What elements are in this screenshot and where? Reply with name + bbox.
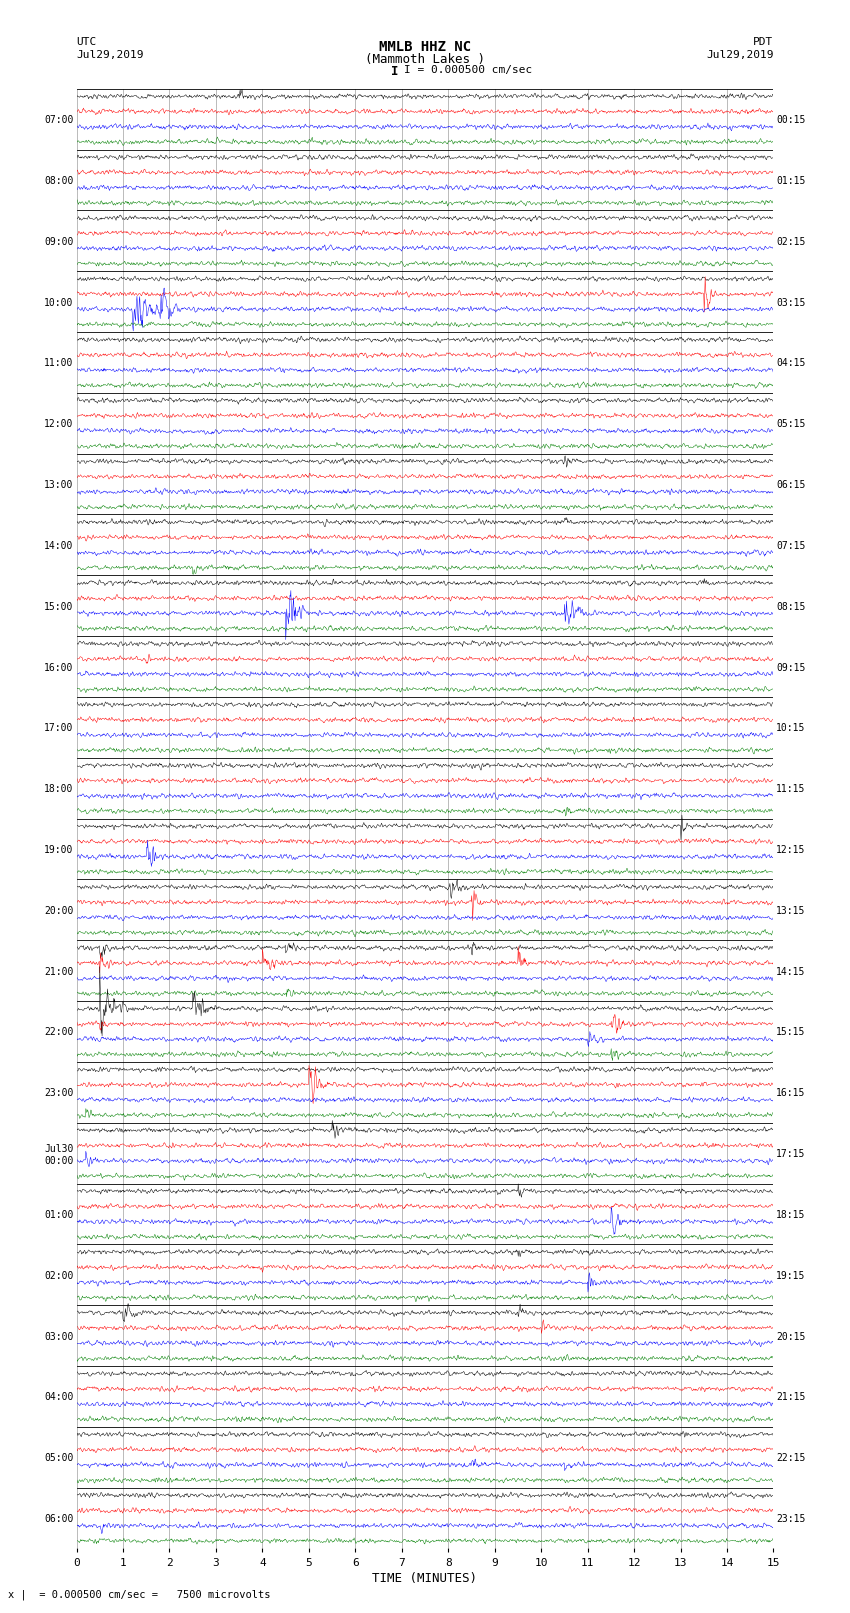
Text: UTC: UTC <box>76 37 97 47</box>
Text: (Mammoth Lakes ): (Mammoth Lakes ) <box>365 53 485 66</box>
Text: I: I <box>392 65 399 77</box>
Text: Jul29,2019: Jul29,2019 <box>706 50 774 60</box>
Text: I = 0.000500 cm/sec: I = 0.000500 cm/sec <box>404 65 532 74</box>
X-axis label: TIME (MINUTES): TIME (MINUTES) <box>372 1571 478 1584</box>
Text: MMLB HHZ NC: MMLB HHZ NC <box>379 40 471 55</box>
Text: Jul29,2019: Jul29,2019 <box>76 50 144 60</box>
Text: x |  = 0.000500 cm/sec =   7500 microvolts: x | = 0.000500 cm/sec = 7500 microvolts <box>8 1589 271 1600</box>
Text: PDT: PDT <box>753 37 774 47</box>
